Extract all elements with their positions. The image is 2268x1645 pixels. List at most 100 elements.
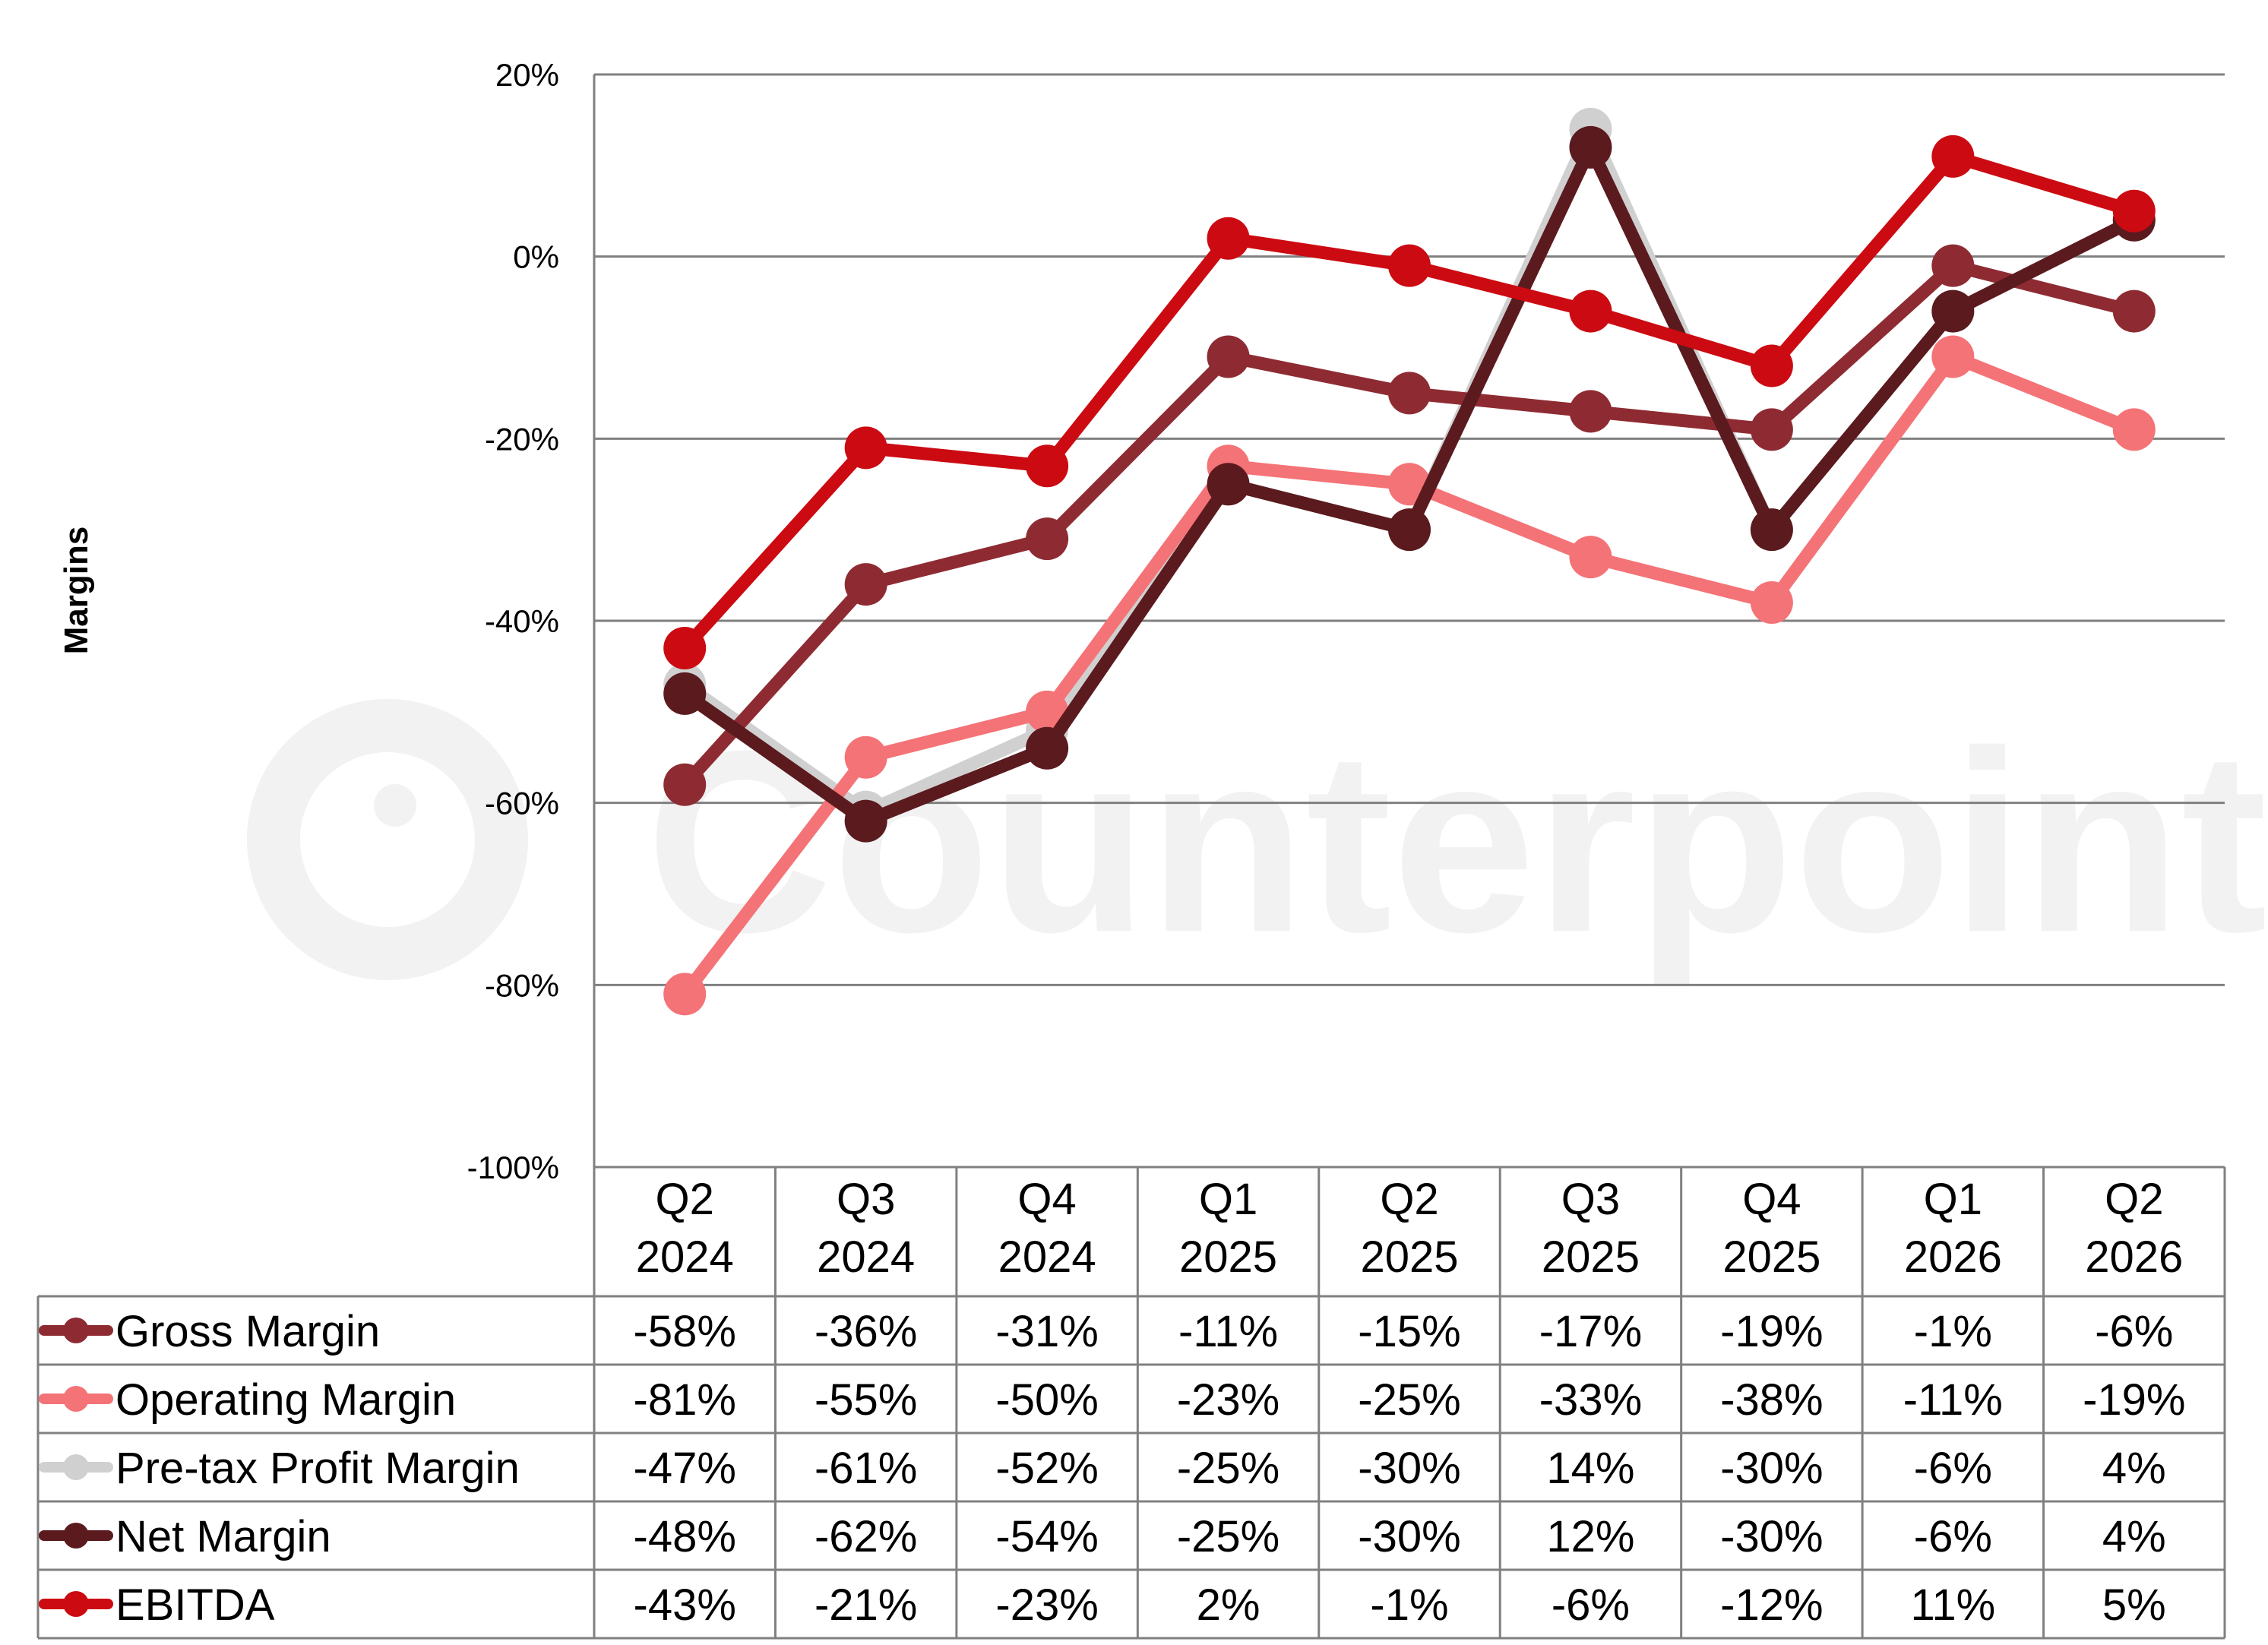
table-value-cell: -30% [1358, 1512, 1460, 1561]
data-point [1026, 444, 1069, 488]
y-tick-label: 0% [513, 239, 559, 275]
table-value-cell: 4% [2102, 1512, 2166, 1561]
table-value-cell: -30% [1720, 1444, 1823, 1493]
table-value-cell: -23% [995, 1580, 1098, 1630]
legend-series-name: Net Margin [115, 1512, 331, 1561]
data-point [1569, 390, 1612, 433]
x-category-label: 2024 [636, 1232, 734, 1282]
table-value-cell: -6% [1914, 1512, 1992, 1561]
data-point [1931, 244, 1975, 287]
legend-key-marker [63, 1591, 89, 1617]
table-value-cell: -15% [1358, 1307, 1460, 1356]
table-value-cell: -17% [1539, 1307, 1642, 1356]
table-value-cell: -25% [1358, 1375, 1460, 1425]
y-tick-label: -80% [485, 967, 559, 1003]
table-value-cell: -61% [815, 1444, 917, 1493]
y-tick-label: -20% [485, 421, 559, 457]
legend-key-marker [63, 1386, 89, 1412]
data-point [1388, 508, 1431, 552]
table-value-cell: -50% [995, 1375, 1098, 1425]
data-point [1388, 244, 1431, 287]
table-value-cell: -6% [1552, 1580, 1630, 1630]
table-value-cell: -23% [1177, 1375, 1280, 1425]
table-value-cell: 4% [2102, 1444, 2166, 1493]
x-category-label: 2024 [817, 1232, 915, 1282]
table-value-cell: -52% [995, 1444, 1098, 1493]
data-point [1026, 726, 1069, 770]
legend-series-name: Gross Margin [115, 1307, 380, 1356]
table-value-cell: 5% [2102, 1580, 2166, 1630]
data-point [1207, 217, 1250, 260]
legend-series-name: Operating Margin [115, 1375, 456, 1425]
x-category-label: Q2 [2105, 1175, 2163, 1224]
table-value-cell: -33% [1539, 1375, 1642, 1425]
data-point [2112, 408, 2156, 451]
legend-key-marker [63, 1454, 89, 1480]
table-value-cell: -21% [815, 1580, 917, 1630]
y-tick-label: 20% [495, 57, 559, 93]
data-point [1569, 289, 1612, 333]
series-operating-margin [663, 335, 2156, 1016]
table-value-cell: -43% [634, 1580, 736, 1630]
data-point [1207, 335, 1250, 378]
data-point [1931, 335, 1975, 378]
x-category-label: Q2 [1380, 1175, 1438, 1224]
table-value-cell: -38% [1720, 1375, 1823, 1425]
table-value-cell: -19% [1720, 1307, 1823, 1356]
y-tick-label: -40% [485, 603, 559, 639]
table-value-cell: -1% [1914, 1307, 1992, 1356]
x-category-label: Q3 [1561, 1175, 1620, 1224]
x-category-label: 2025 [1360, 1232, 1458, 1282]
x-category-label: Q3 [837, 1175, 895, 1224]
data-point [844, 799, 887, 843]
y-tick-label: -60% [485, 786, 559, 821]
data-point [663, 973, 707, 1016]
table-value-cell: -25% [1177, 1444, 1280, 1493]
data-point [844, 736, 887, 779]
data-point [1750, 508, 1793, 552]
data-point [663, 763, 707, 806]
data-point [1931, 289, 1975, 333]
table-value-cell: -81% [634, 1375, 736, 1425]
data-point [1207, 463, 1250, 506]
y-axis-label: Margins [58, 527, 95, 655]
table-value-cell: 11% [1910, 1580, 1995, 1630]
data-point [844, 426, 887, 470]
watermark: Counterpoint [247, 698, 2267, 987]
data-point [1750, 344, 1793, 388]
data-point [663, 672, 707, 715]
x-category-label: Q1 [1199, 1175, 1257, 1224]
data-point [1931, 134, 1975, 178]
data-point [844, 563, 887, 606]
y-axis-ticks: 20% 0% -20% -40% -60% -80% -100% [467, 57, 559, 1185]
x-category-label: Q1 [1924, 1175, 1982, 1224]
data-point [1569, 536, 1612, 579]
table-value-cell: 12% [1546, 1512, 1634, 1561]
series-lines [663, 107, 2156, 1016]
series-gross-margin [663, 244, 2156, 806]
data-point [1026, 517, 1069, 561]
data-point [1750, 581, 1793, 625]
legend-series-name: Pre-tax Profit Margin [115, 1444, 520, 1493]
x-category-label: 2024 [998, 1232, 1096, 1282]
x-category-label: 2025 [1542, 1232, 1640, 1282]
data-point [2112, 289, 2156, 333]
x-category-label: 2026 [1904, 1232, 2002, 1282]
series-net-margin [663, 125, 2156, 843]
x-category-label: 2026 [2085, 1232, 2183, 1282]
watermark-logo-dot [374, 784, 416, 827]
table-value-cell: -47% [634, 1444, 736, 1493]
data-point [1388, 372, 1431, 415]
table-value-cell: -1% [1370, 1580, 1448, 1630]
table-value-cell: -30% [1720, 1512, 1823, 1561]
table-value-cell: -48% [634, 1512, 736, 1561]
table-value-cell: 2% [1197, 1580, 1261, 1630]
legend-series-name: EBITDA [115, 1580, 275, 1630]
data-point [2112, 189, 2156, 233]
table-value-cell: -62% [815, 1512, 917, 1561]
x-category-label: 2025 [1179, 1232, 1277, 1282]
x-category-label: Q2 [656, 1175, 714, 1224]
data-table: Q2 2024 Q3 2024 Q4 2024 Q1 2025 Q2 2025 Q3 2025 Q4 20… [36, 1166, 2226, 1640]
table-value-cell: -12% [1720, 1580, 1823, 1630]
